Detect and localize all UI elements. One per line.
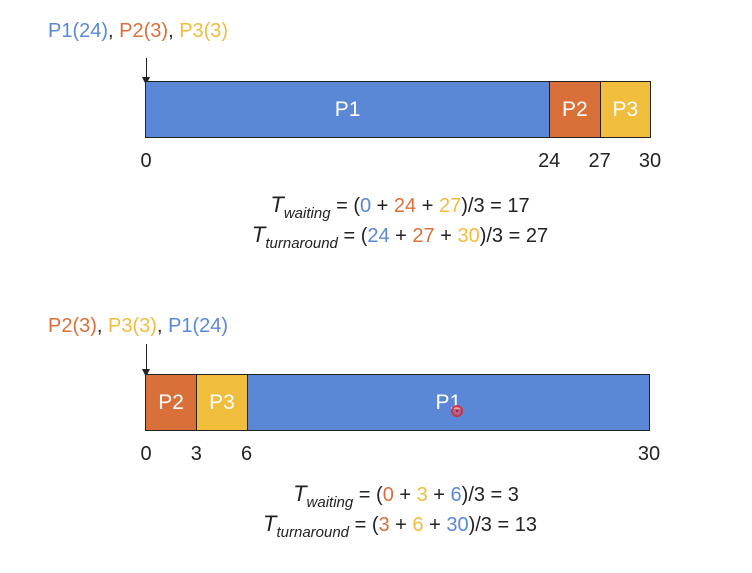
formula-term: 24 [367,225,390,247]
mouse-cursor-indicator [451,405,463,417]
formula-symbol: T [263,511,277,536]
schedule-diagram-1: P1(24), P2(3), P3(3) P1 P2 P3 0 24 27 30 Twai… [0,0,752,286]
formula-subscript: waiting [283,205,331,222]
formula-divisor: 3 [473,195,485,217]
formula-term: 0 [382,484,394,506]
formula-subscript: turnaround [265,235,338,252]
turnaround-time-formula: Tturnaround = (3 + 6 + 30)/3 = 13 [263,511,537,541]
tick-label: 3 [190,443,202,465]
waiting-time-formula: Twaiting = (0 + 3 + 6)/3 = 3 [293,481,519,511]
tick-label: 0 [140,443,152,465]
tick-label: 30 [637,443,661,465]
schedule-diagram-2: P2(3), P3(3), P1(24) P2 P3 P1 0 3 6 30 Twaiti… [0,286,752,573]
order-item-p2: P2(3) [48,315,97,337]
formula-term: 27 [412,225,435,247]
formula-result: 17 [507,195,530,217]
formula-symbol: T [251,222,266,247]
formula-result: 13 [514,514,537,536]
time-axis: 0 24 27 30 [0,150,752,180]
separator: , [168,20,180,42]
tick-label: 27 [588,150,611,172]
separator: , [156,315,169,337]
formula-term: 30 [446,514,469,536]
formula-subscript: waiting [306,494,354,511]
formula-divisor: 3 [480,514,492,536]
formula-term: 30 [457,225,480,247]
order-item-p3: P3(3) [179,20,229,42]
segment-p3: P3 [599,82,650,137]
separator: , [96,315,109,337]
formula-term: 3 [378,514,390,536]
formula-symbol: T [270,192,284,217]
formula-result: 27 [525,225,549,247]
arrival-order: P1(24), P2(3), P3(3) [48,20,228,43]
formula-symbol: T [293,481,307,506]
formula-term: 24 [393,195,417,217]
turnaround-time-formula: Tturnaround = (24 + 27 + 30)/3 = 27 [251,222,549,252]
gantt-bar: P2 P3 P1 [145,374,650,431]
waiting-time-formula: Twaiting = (0 + 24 + 27)/3 = 17 [270,192,530,222]
formula-divisor: 3 [473,484,485,506]
tick-label: 30 [638,150,662,172]
formula-term: 6 [450,484,462,506]
segment-p2: P2 [146,375,197,430]
time-axis: 0 3 6 30 [0,443,752,473]
order-item-p1: P1(24) [48,20,109,42]
tick-label: 6 [241,443,253,465]
formula-term: 0 [360,195,372,217]
segment-p3: P3 [196,375,247,430]
tick-label: 24 [538,150,561,172]
formula-term: 3 [416,484,428,506]
formula-result: 3 [507,484,519,506]
formula-subscript: turnaround [276,524,350,541]
gantt-bar: P1 P2 P3 [145,81,651,138]
order-item-p3: P3(3) [108,315,157,337]
formula-divisor: 3 [491,225,504,247]
formula-term: 27 [438,195,462,217]
arrival-order: P2(3), P3(3), P1(24) [48,315,228,338]
segment-p1: P1 [146,82,550,137]
tick-label: 0 [140,150,152,172]
formula-term: 6 [412,514,424,536]
separator: , [108,20,120,42]
order-item-p2: P2(3) [119,20,169,42]
segment-p2: P2 [549,82,600,137]
segment-p1: P1 [246,375,649,430]
order-item-p1: P1(24) [168,315,229,337]
